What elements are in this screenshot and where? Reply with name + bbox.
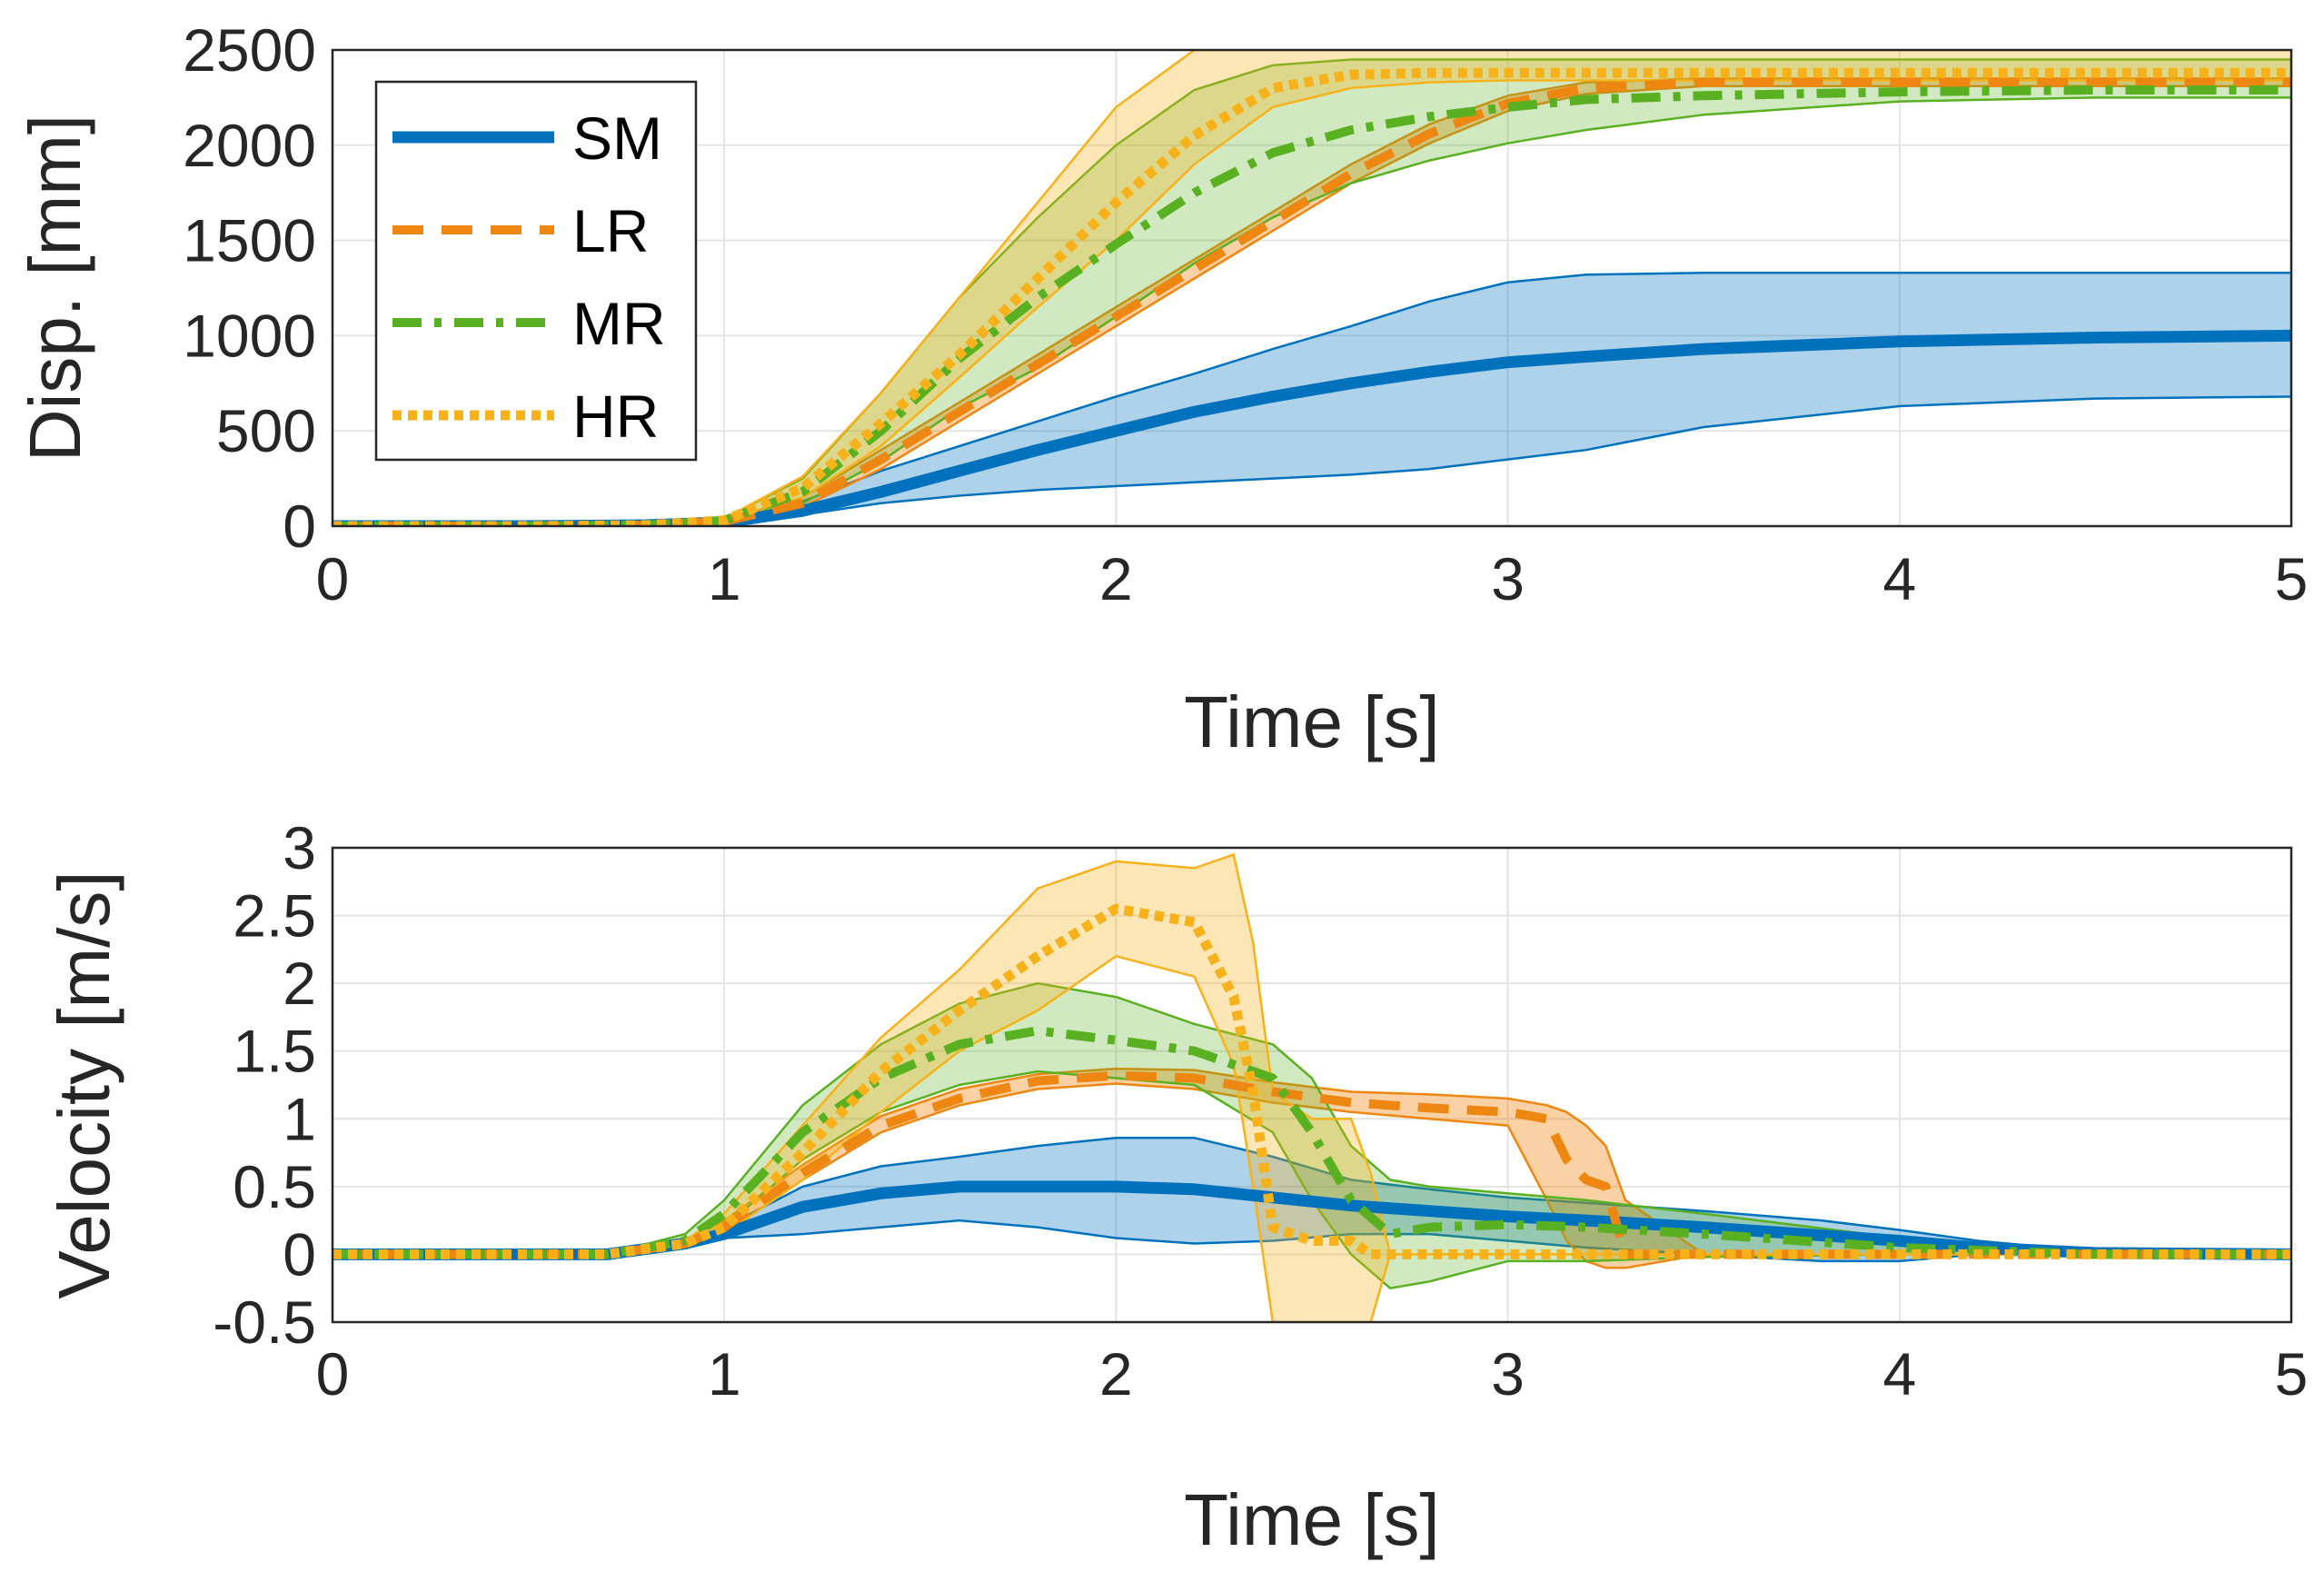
legend-entry-hr: HR <box>392 383 659 450</box>
x-tick-label: 2 <box>1099 545 1133 612</box>
x-tick-label: 1 <box>708 1340 741 1408</box>
band-hr <box>333 854 2291 1322</box>
x-tick-label: 4 <box>1882 545 1916 612</box>
legend-entry-mr: MR <box>392 290 666 357</box>
y-tick-label: -0.5 <box>213 1288 316 1356</box>
y-tick-label: 0 <box>283 1220 316 1288</box>
line-hr <box>333 67 2291 526</box>
series-lines <box>333 67 2291 526</box>
line-hr <box>333 903 2291 1259</box>
legend: SM LR MR HR <box>374 80 698 462</box>
series-lines <box>333 903 2291 1260</box>
legend-label-mr: MR <box>572 290 666 357</box>
y-tick-label: 1 <box>283 1085 316 1152</box>
legend-label-lr: LR <box>572 197 649 264</box>
y-tick-label: 2000 <box>183 112 316 179</box>
y-tick-label: 2 <box>283 950 316 1017</box>
y-tick-label: 500 <box>216 397 316 464</box>
y-axis-label: Velocity [m/s] <box>44 871 124 1298</box>
legend-box <box>374 80 698 462</box>
band-edge-mr <box>333 981 2291 1256</box>
y-tick-label: 2.5 <box>233 882 316 950</box>
x-tick-label: 4 <box>1882 1340 1916 1408</box>
x-tick-label: 0 <box>316 545 350 612</box>
legend-label-hr: HR <box>572 383 659 450</box>
x-tick-label: 3 <box>1491 1340 1525 1408</box>
y-tick-label: 1.5 <box>233 1018 316 1085</box>
displacement-chart: 0 1 2 3 4 5 0 500 1000 1500 2000 2500 Time [s] Dis… <box>15 16 2308 762</box>
x-tick-label: 1 <box>708 545 741 612</box>
line-lr <box>333 1070 2291 1259</box>
y-axis-label: Disp. [mm] <box>15 114 95 462</box>
axes-box <box>331 846 2293 1324</box>
legend-entry-lr: LR <box>392 197 649 264</box>
y-tick-labels: 0 500 1000 1500 2000 2500 <box>183 16 316 560</box>
y-tick-label: 0.5 <box>233 1153 316 1220</box>
band-edge-mr <box>333 1070 2291 1290</box>
y-tick-label: 1500 <box>183 207 316 274</box>
legend-entry-sm: SM <box>392 104 662 172</box>
band-edge-sm <box>333 1219 2291 1263</box>
line-lr <box>333 77 2291 526</box>
x-tick-labels: 0 1 2 3 4 5 <box>316 1340 2309 1408</box>
x-tick-label: 2 <box>1099 1340 1133 1408</box>
y-tick-label: 1000 <box>183 302 316 369</box>
y-tick-label: 2500 <box>183 16 316 84</box>
x-axis-label: Time [s] <box>1184 682 1439 762</box>
x-tick-label: 5 <box>2275 545 2309 612</box>
axes-box <box>331 48 2293 528</box>
legend-label-sm: SM <box>572 104 662 172</box>
band-mr <box>333 983 2291 1288</box>
x-tick-labels: 0 1 2 3 4 5 <box>316 545 2309 612</box>
band-sm <box>333 273 2291 526</box>
x-tick-label: 0 <box>316 1340 350 1408</box>
x-axis-label: Time [s] <box>1184 1479 1439 1560</box>
y-tick-label: 3 <box>283 814 316 881</box>
x-tick-label: 5 <box>2275 1340 2309 1408</box>
band-mr <box>333 59 2291 526</box>
band-edge-lr <box>333 1067 2291 1256</box>
y-tick-labels: -0.500.511.522.53 <box>213 814 316 1356</box>
band-edge-sm <box>333 1136 2291 1256</box>
x-tick-label: 3 <box>1491 545 1525 612</box>
line-mr <box>333 1026 2291 1259</box>
y-tick-label: 0 <box>283 493 316 560</box>
